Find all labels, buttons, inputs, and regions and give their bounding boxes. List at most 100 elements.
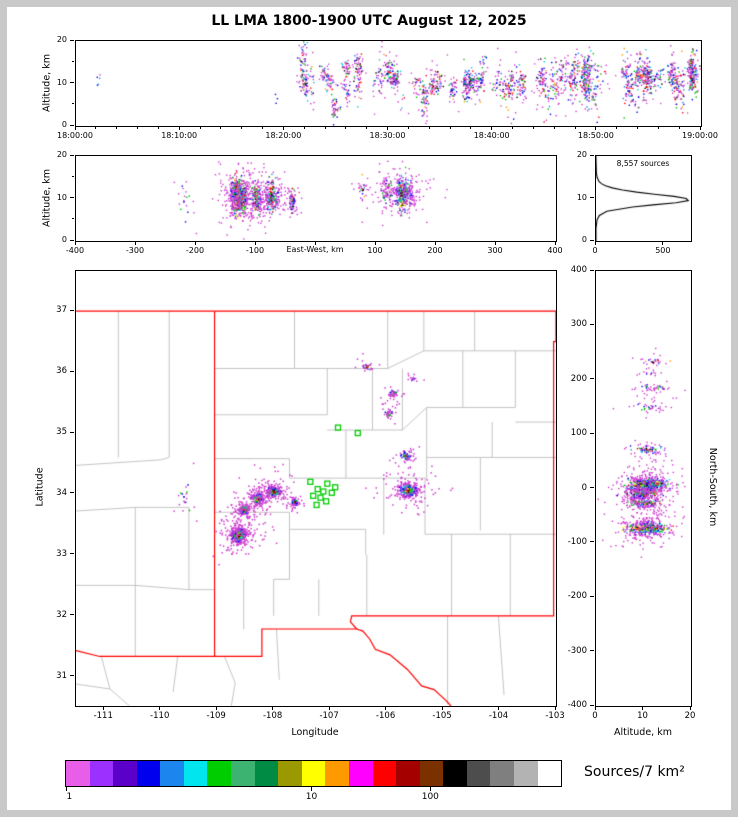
plan-view-map-panel bbox=[75, 270, 557, 707]
tick-mark bbox=[199, 126, 201, 129]
tick-label: 10 bbox=[56, 77, 67, 87]
tick-label: 200 bbox=[427, 246, 443, 255]
ew-panel-xlabel: East-West, km bbox=[286, 245, 344, 254]
tick-mark bbox=[385, 706, 387, 710]
tick-mark bbox=[74, 241, 76, 245]
tick-mark bbox=[241, 126, 243, 129]
tick-label: -100 bbox=[245, 246, 265, 255]
tick-mark bbox=[594, 706, 596, 710]
tick-mark bbox=[311, 787, 313, 791]
altitude-histogram-canvas bbox=[596, 156, 691, 241]
tick-mark bbox=[71, 218, 74, 220]
ns-panel-ylabel: North-South, km bbox=[706, 447, 718, 527]
tick-label: -300 bbox=[567, 645, 587, 656]
colorbar-segment bbox=[89, 761, 114, 786]
colorbar-segment bbox=[231, 761, 255, 786]
tick-label: 400 bbox=[547, 246, 563, 255]
tick-label: 0 bbox=[61, 235, 67, 244]
tick-mark bbox=[71, 175, 74, 177]
colorbar-segment bbox=[136, 761, 161, 786]
tick-label: 20 bbox=[56, 150, 67, 159]
tick-mark bbox=[574, 126, 576, 129]
tick-mark bbox=[71, 103, 74, 105]
colorbar-units-label: Sources/7 km² bbox=[584, 764, 685, 780]
tick-mark bbox=[590, 239, 594, 241]
tick-mark bbox=[157, 126, 159, 129]
colorbar-segment bbox=[466, 761, 491, 786]
tick-label: 19:00:00 bbox=[682, 131, 718, 140]
density-colorbar bbox=[65, 760, 562, 787]
tick-mark bbox=[282, 126, 284, 130]
tick-mark bbox=[662, 241, 664, 245]
tick-mark bbox=[70, 197, 74, 198]
tick-mark bbox=[590, 595, 594, 597]
tick-mark bbox=[590, 487, 594, 488]
tick-label: -200 bbox=[185, 246, 205, 255]
tick-mark bbox=[590, 154, 594, 156]
tick-mark bbox=[407, 126, 409, 129]
colorbar-segment bbox=[207, 761, 232, 786]
tick-mark bbox=[657, 126, 659, 129]
colorbar-segment bbox=[490, 761, 514, 786]
tick-mark bbox=[70, 553, 74, 555]
east-west-height-canvas bbox=[76, 156, 556, 241]
tick-label: 35 bbox=[56, 426, 67, 437]
tick-label: -106 bbox=[375, 711, 396, 721]
colorbar-segment bbox=[396, 761, 420, 786]
tick-label: 300 bbox=[570, 319, 587, 330]
tick-label: 37 bbox=[56, 304, 67, 315]
total-sources-annotation: 8,557 sources bbox=[616, 159, 670, 168]
tick-label: 34 bbox=[56, 487, 67, 498]
tick-mark bbox=[66, 787, 67, 791]
colorbar-segment bbox=[113, 761, 137, 786]
tick-label: -400 bbox=[567, 699, 587, 710]
tick-label: 100 bbox=[421, 792, 439, 802]
tick-label: 1 bbox=[66, 792, 73, 802]
tick-mark bbox=[70, 154, 74, 156]
colorbar-segment bbox=[372, 761, 397, 786]
tick-label: 0 bbox=[592, 246, 598, 255]
tick-mark bbox=[70, 675, 74, 677]
north-south-height-canvas bbox=[596, 271, 691, 706]
tick-mark bbox=[70, 39, 74, 41]
tick-mark bbox=[102, 706, 104, 710]
tick-label: 10 bbox=[56, 192, 67, 202]
tick-label: 20 bbox=[576, 150, 587, 159]
tick-label: 20 bbox=[684, 711, 696, 721]
tick-mark bbox=[590, 378, 594, 380]
colorbar-segment bbox=[419, 761, 444, 786]
tick-mark bbox=[70, 492, 74, 494]
tick-mark bbox=[70, 431, 74, 433]
tick-mark bbox=[434, 241, 436, 245]
tick-label: 200 bbox=[570, 373, 587, 384]
tick-label: 18:50:00 bbox=[577, 131, 614, 140]
tick-label: 100 bbox=[367, 246, 383, 255]
tick-mark bbox=[387, 126, 388, 130]
tick-label: 18:10:00 bbox=[161, 131, 198, 140]
tick-mark bbox=[70, 239, 74, 241]
tick-label: -400 bbox=[65, 246, 85, 255]
tick-label: 18:20:00 bbox=[265, 131, 302, 140]
tick-label: 20 bbox=[56, 35, 67, 44]
tick-mark bbox=[324, 126, 326, 129]
tick-label: 10 bbox=[305, 792, 318, 802]
tick-mark bbox=[137, 126, 138, 129]
colorbar-segment bbox=[183, 761, 208, 786]
tick-mark bbox=[272, 706, 274, 710]
tick-label: 36 bbox=[56, 365, 67, 376]
tick-mark bbox=[70, 82, 74, 83]
colorbar-segment bbox=[325, 761, 349, 786]
map-ylabel: Latitude bbox=[34, 467, 46, 507]
tick-mark bbox=[512, 126, 513, 129]
tick-mark bbox=[594, 241, 596, 245]
colorbar-segment bbox=[513, 761, 538, 786]
tick-mark bbox=[194, 241, 196, 245]
tick-label: -107 bbox=[319, 711, 339, 721]
plan-view-map-canvas bbox=[76, 271, 556, 706]
colorbar-segment bbox=[537, 761, 562, 786]
tick-mark bbox=[254, 241, 256, 245]
tick-mark bbox=[595, 126, 597, 130]
tick-mark bbox=[532, 126, 534, 129]
tick-mark bbox=[491, 126, 493, 130]
